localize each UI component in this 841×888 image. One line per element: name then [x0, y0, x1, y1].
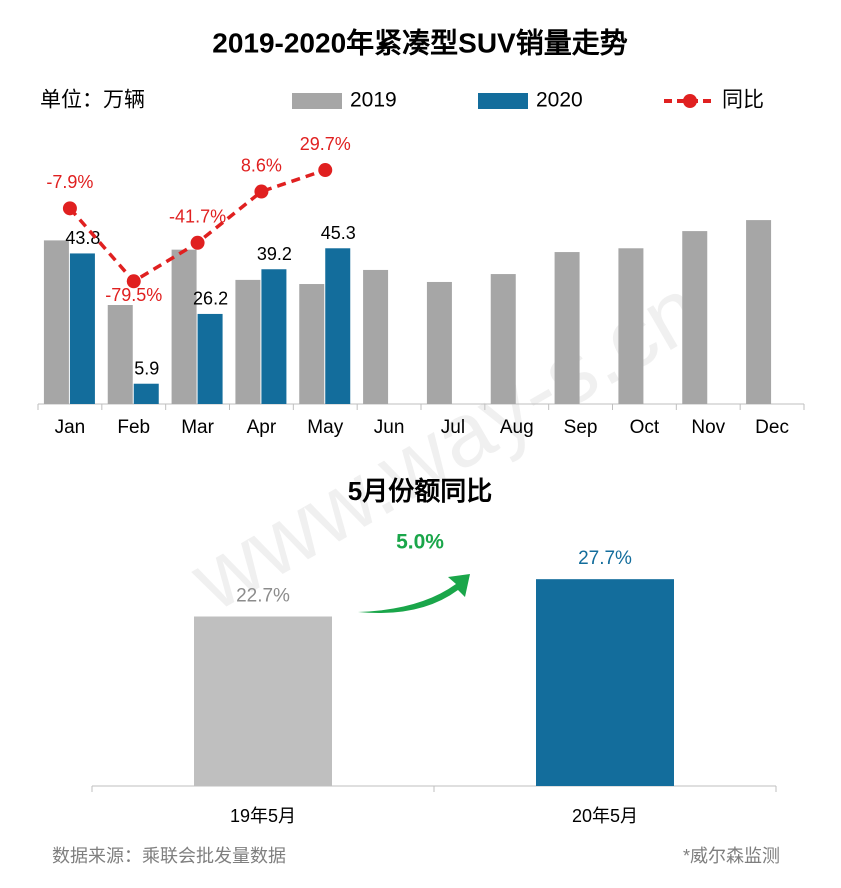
legend-label: 2019 — [350, 89, 397, 112]
bar — [426, 281, 452, 404]
x-tick-label: 19年5月 — [230, 806, 296, 826]
bar — [107, 305, 133, 404]
x-tick-label: May — [307, 417, 343, 438]
line-point — [190, 235, 205, 250]
arrow — [358, 574, 470, 614]
x-tick-label: Apr — [247, 417, 277, 438]
x-tick-label: Jul — [441, 417, 465, 438]
bar — [197, 313, 223, 404]
chart-title: 5月份额同比 — [348, 476, 492, 506]
x-tick-label: Jun — [374, 417, 405, 438]
data-label: 43.8 — [65, 228, 100, 248]
bar — [235, 279, 261, 404]
bar — [618, 248, 644, 404]
bar — [363, 269, 389, 404]
line-point — [254, 184, 269, 199]
x-tick-label: 20年5月 — [572, 806, 638, 826]
data-label: 39.2 — [257, 244, 292, 264]
x-tick-label: Nov — [691, 417, 725, 438]
bar — [261, 269, 287, 404]
unit-label: 单位：万辆 — [40, 89, 145, 112]
bar — [171, 249, 197, 404]
x-tick-label: Aug — [500, 417, 534, 438]
legend-label: 同比 — [722, 89, 764, 112]
line-point — [318, 163, 333, 178]
bar — [194, 616, 332, 786]
chart-title: 2019-2020年紧凑型SUV销量走势 — [212, 26, 627, 58]
bar — [746, 220, 772, 404]
footer-note: *威尔森监测 — [683, 846, 780, 866]
bar — [536, 579, 674, 786]
bar — [133, 383, 159, 404]
x-tick-label: Sep — [564, 417, 598, 438]
data-label: -41.7% — [169, 207, 226, 227]
legend-swatch — [292, 93, 342, 109]
data-label: 27.7% — [578, 548, 632, 569]
data-label: -79.5% — [105, 285, 162, 305]
data-label: 29.7% — [300, 134, 351, 154]
bar — [69, 253, 95, 404]
footer-source: 数据来源：乘联会批发量数据 — [52, 846, 286, 866]
data-label: 45.3 — [321, 223, 356, 243]
data-label: 26.2 — [193, 289, 228, 309]
bar — [325, 248, 351, 404]
data-label: 8.6% — [241, 155, 282, 175]
legend-swatch — [478, 93, 528, 109]
x-tick-label: Mar — [181, 417, 214, 438]
line-point — [62, 201, 77, 216]
bar — [490, 274, 516, 404]
x-tick-label: Feb — [117, 417, 150, 438]
data-label: -7.9% — [46, 172, 93, 192]
data-label: 22.7% — [236, 586, 290, 607]
data-label: 5.9 — [134, 358, 159, 378]
line-point — [126, 274, 141, 289]
x-tick-label: Jan — [55, 417, 86, 438]
bar — [682, 231, 708, 404]
x-tick-label: Dec — [755, 417, 789, 438]
bar — [43, 240, 69, 404]
legend-swatch — [683, 94, 697, 108]
x-tick-label: Oct — [630, 417, 660, 438]
legend-label: 2020 — [536, 89, 583, 112]
annotation: 5.0% — [396, 531, 444, 554]
bar — [554, 252, 580, 404]
bar — [299, 284, 325, 404]
